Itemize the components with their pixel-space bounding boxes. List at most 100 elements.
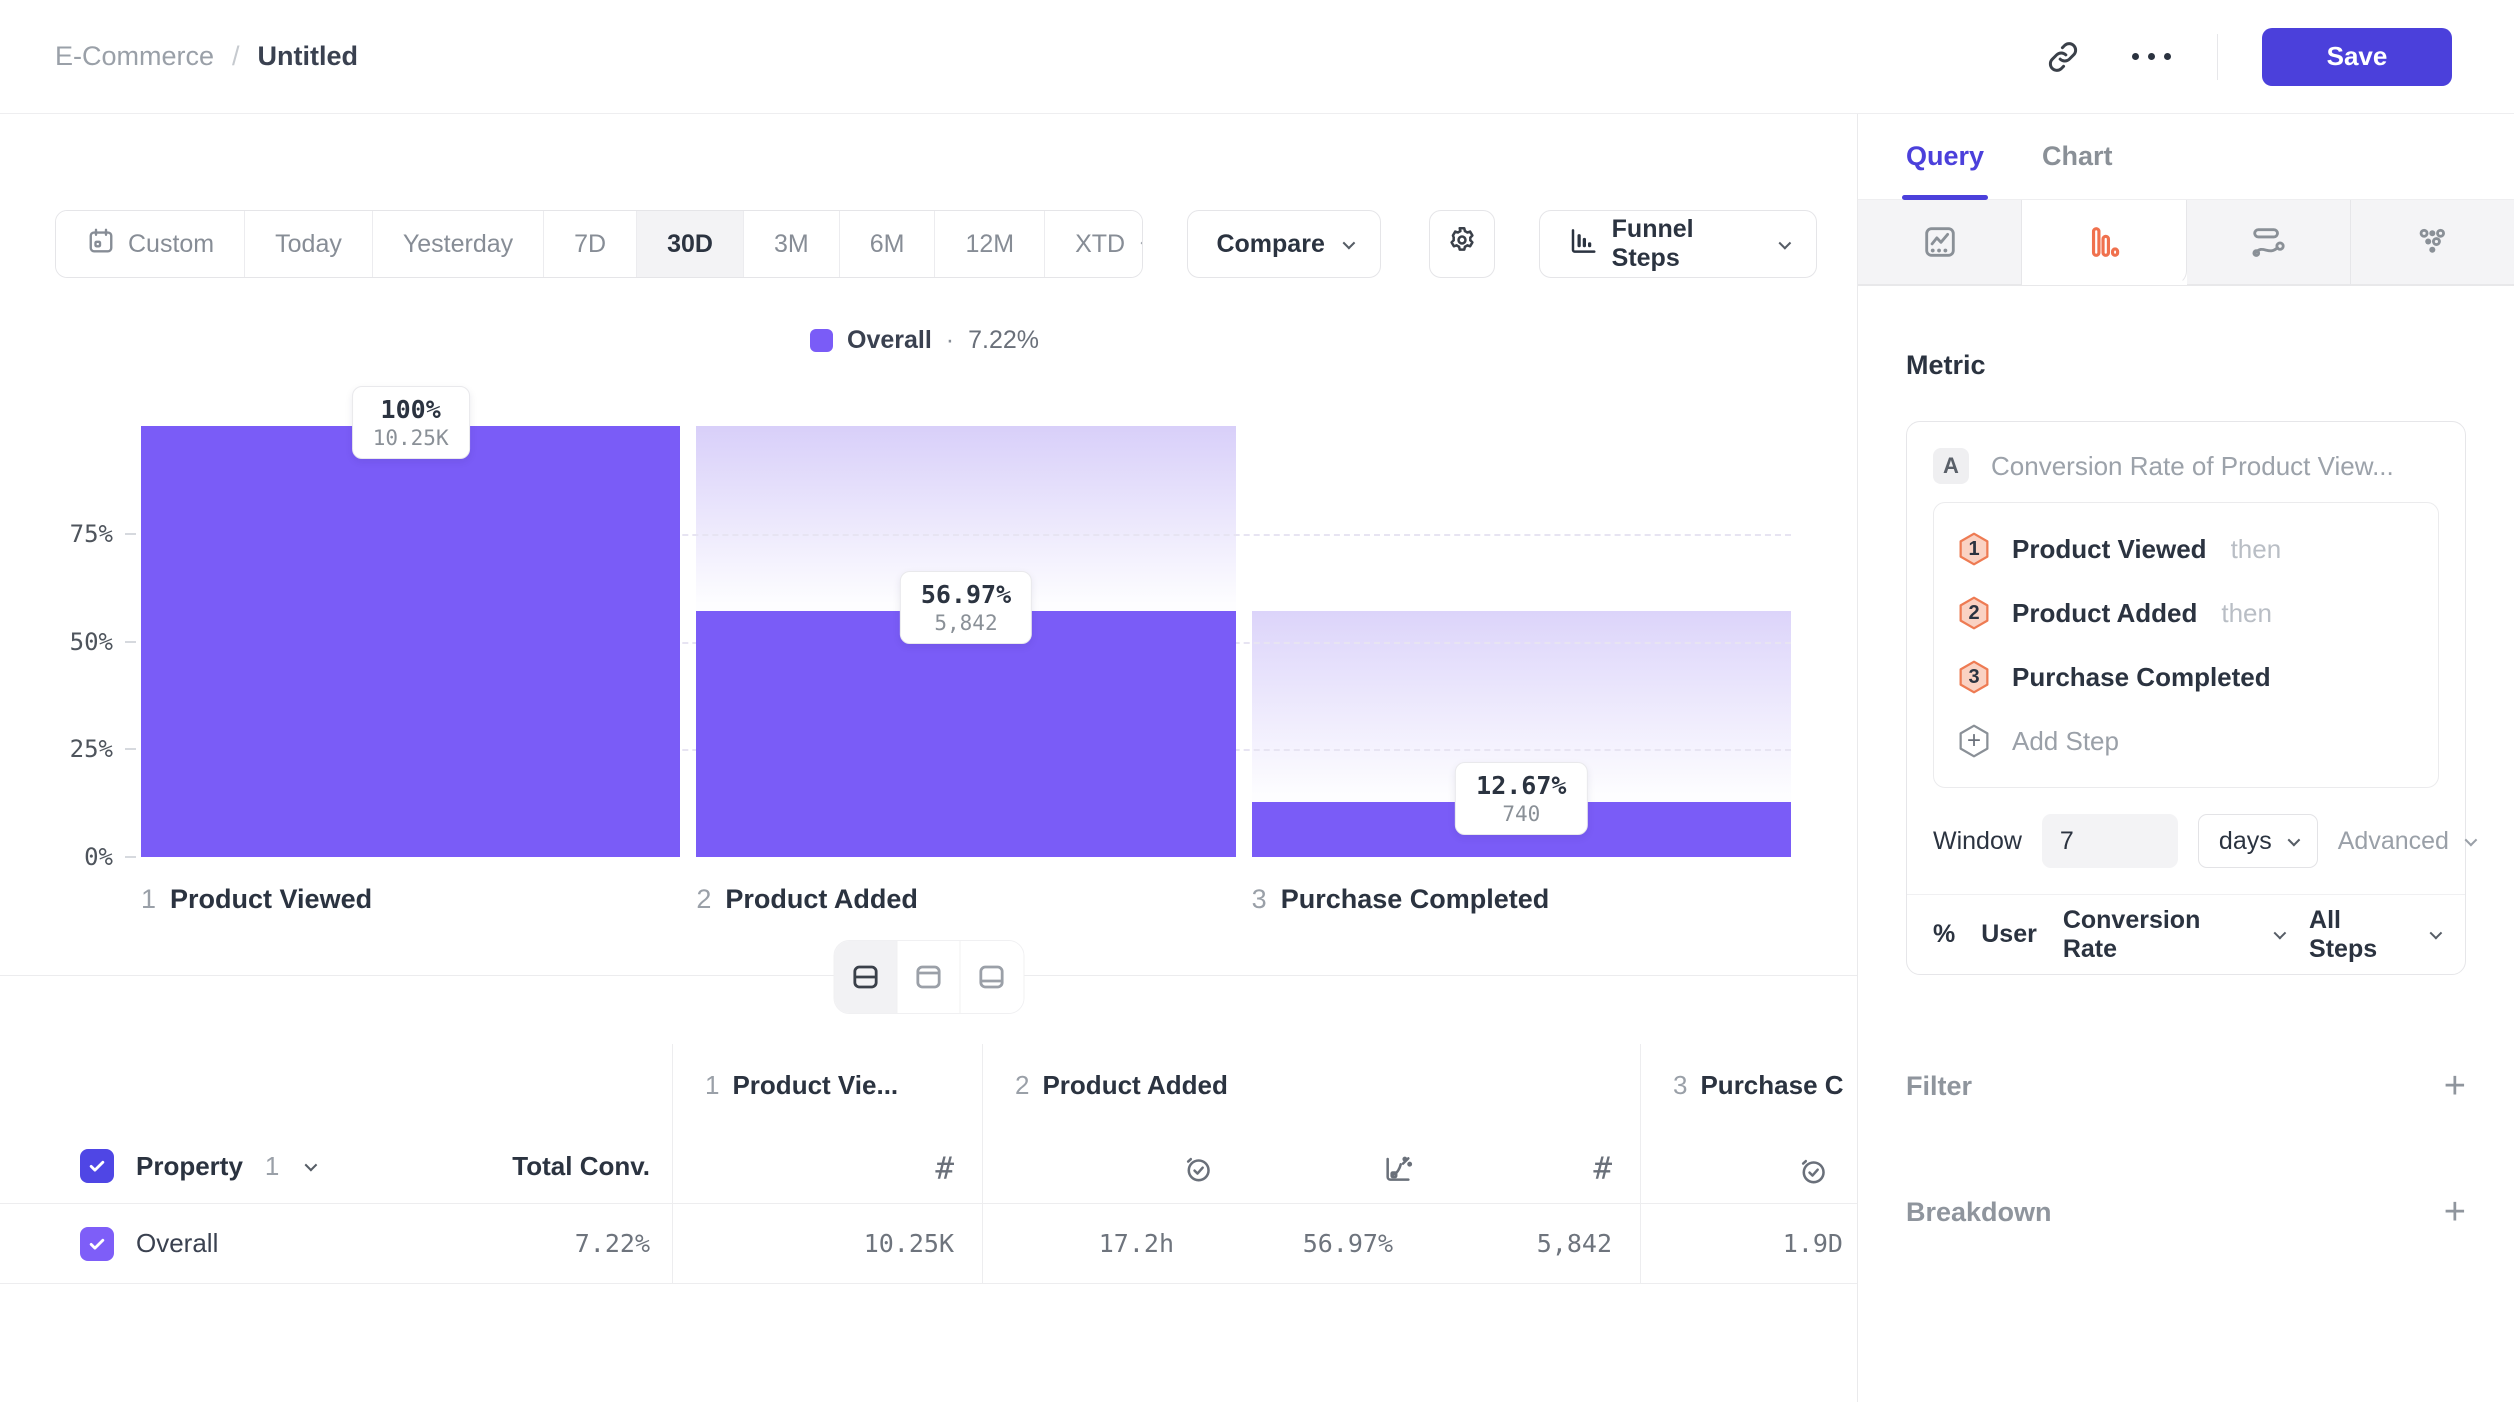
add-filter-button[interactable]: +: [2443, 1065, 2466, 1107]
x-label-step-3: 3 Purchase Completed: [1251, 884, 1550, 914]
total-conv-header[interactable]: Total Conv.: [512, 1150, 650, 1181]
query-step-1[interactable]: 1 Product Viewed then: [1956, 517, 2416, 581]
layout-split-view-icon[interactable]: [834, 941, 897, 1013]
y-tick-50: 50%: [69, 627, 113, 656]
gridline-75: [141, 533, 1791, 536]
more-options-icon[interactable]: [2129, 35, 2173, 79]
topbar-divider: [2217, 33, 2218, 80]
step3-time-value: 1.9D: [1782, 1229, 1843, 1258]
property-header-cell: Property 1 Total Conv.: [0, 1044, 672, 1203]
range-custom[interactable]: Custom: [56, 211, 246, 277]
gear-icon: [1446, 224, 1478, 264]
step-number-badge: 3: [1956, 659, 1992, 695]
layout-toggle-group: [833, 940, 1024, 1014]
chart-legend[interactable]: Overall · 7.22%: [0, 326, 1849, 355]
layout-table-view-icon[interactable]: [960, 941, 1023, 1013]
conversion-rate-icon[interactable]: [1214, 1151, 1413, 1187]
window-unit-select[interactable]: days: [2197, 814, 2318, 868]
property-label[interactable]: Property: [136, 1150, 243, 1181]
step2-count-value: 5,842: [1536, 1229, 1612, 1258]
filter-section: Filter +: [1906, 1067, 2466, 1105]
calendar-icon: [86, 226, 116, 263]
query-panel: Query Chart: [1857, 114, 2514, 1402]
count-icon[interactable]: #: [1593, 1151, 1612, 1187]
x-label-step-2: 2 Product Added: [696, 884, 918, 914]
chart-settings-button[interactable]: [1428, 210, 1495, 278]
row-label: Overall: [136, 1228, 219, 1258]
layout-chart-view-icon[interactable]: [897, 941, 960, 1013]
funnel-steps-button[interactable]: Funnel Steps: [1538, 210, 1817, 278]
topbar: E-Commerce / Untitled Save: [0, 0, 2514, 114]
chart-type-selector: [1858, 200, 2514, 286]
page-title[interactable]: Untitled: [257, 41, 359, 71]
range-3m[interactable]: 3M: [743, 211, 840, 277]
legend-swatch: [810, 329, 833, 352]
counting-method-button[interactable]: User: [1981, 920, 2037, 948]
save-button[interactable]: Save: [2262, 27, 2452, 86]
bar-value-badge: 12.67% 740: [1455, 762, 1588, 836]
compare-button[interactable]: Compare: [1187, 210, 1381, 278]
row-checkbox[interactable]: [80, 1226, 114, 1261]
metric-heading: Metric: [1906, 350, 1986, 380]
range-12m[interactable]: 12M: [935, 211, 1046, 277]
topbar-actions: Save: [2041, 27, 2452, 86]
series-badge: A: [1933, 448, 1969, 484]
time-to-convert-icon[interactable]: [1015, 1151, 1214, 1187]
date-range-segmented-control: Custom Today Yesterday 7D 30D 3M 6M 12M …: [55, 210, 1144, 278]
breakdown-section: Breakdown +: [1906, 1193, 2466, 1231]
column-header-step-1[interactable]: 1 Product Vie... #: [672, 1044, 982, 1203]
range-today[interactable]: Today: [245, 211, 373, 277]
chart-type-line-icon[interactable]: [1858, 200, 2023, 285]
series-name: Conversion Rate of Product View...: [1991, 450, 2394, 481]
window-label: Window: [1933, 826, 2022, 855]
tab-chart[interactable]: Chart: [2042, 141, 2113, 171]
funnel-bar-step-1[interactable]: 100% 10.25K: [141, 386, 681, 857]
add-step-button[interactable]: + Add Step: [1956, 709, 2416, 773]
bar-value-badge: 56.97% 5,842: [899, 571, 1033, 645]
funnel-bar-step-2[interactable]: 56.97% 5,842: [696, 426, 1236, 857]
advanced-toggle[interactable]: Advanced: [2338, 827, 2478, 856]
table-row-overall[interactable]: Overall 7.22% 10.25K 17.2h 56.97% 5,842 …: [0, 1204, 1857, 1284]
funnel-bars: 100% 10.25K 56.97% 5,842 12.: [141, 386, 1791, 857]
property-dropdown-caret[interactable]: [304, 1158, 318, 1171]
breadcrumb: E-Commerce / Untitled: [55, 41, 358, 72]
range-6m[interactable]: 6M: [839, 211, 936, 277]
count-icon[interactable]: #: [935, 1151, 954, 1187]
main-content: Custom Today Yesterday 7D 30D 3M 6M 12M …: [0, 114, 1857, 1402]
x-label-step-1: 1 Product Viewed: [141, 884, 373, 914]
table-header: Property 1 Total Conv. 1 Product Vie... #…: [0, 1044, 1857, 1204]
breadcrumb-separator: /: [232, 41, 240, 71]
range-yesterday[interactable]: Yesterday: [372, 211, 545, 277]
percent-format-button[interactable]: %: [1933, 920, 1956, 948]
results-table: Property 1 Total Conv. 1 Product Vie... #…: [0, 1044, 1857, 1284]
range-xtd[interactable]: XTD: [1045, 211, 1143, 277]
step-number-badge: 1: [1956, 531, 1992, 567]
chart-type-grid-icon[interactable]: [2350, 200, 2514, 285]
filter-label: Filter: [1906, 1070, 1973, 1101]
share-link-icon[interactable]: [2041, 35, 2085, 79]
range-7d[interactable]: 7D: [544, 211, 638, 277]
panel-tabs: Query Chart: [1858, 114, 2514, 200]
query-step-2[interactable]: 2 Product Added then: [1956, 581, 2416, 645]
metric-series-row[interactable]: A Conversion Rate of Product View...: [1907, 422, 2465, 502]
measure-select[interactable]: Conversion Rate: [2063, 906, 2287, 964]
range-30d[interactable]: 30D: [637, 211, 744, 277]
step1-count-value: 10.25K: [863, 1229, 954, 1258]
time-to-convert-icon[interactable]: [1673, 1155, 1829, 1187]
chart-type-journeys-icon[interactable]: [2186, 200, 2351, 285]
funnel-chart-icon: [1568, 226, 1598, 263]
conversion-window-row: Window days Advanced: [1907, 788, 2478, 894]
column-header-step-3[interactable]: 3 Purchase C: [1640, 1044, 1857, 1203]
chart-type-funnel-icon[interactable]: [2022, 200, 2187, 285]
query-step-3[interactable]: 3 Purchase Completed: [1956, 645, 2416, 709]
breadcrumb-parent[interactable]: E-Commerce: [55, 41, 215, 71]
tab-query[interactable]: Query: [1901, 114, 1989, 200]
y-tick-75: 75%: [69, 519, 113, 548]
select-all-checkbox[interactable]: [80, 1149, 114, 1183]
column-header-step-2[interactable]: 2 Product Added: [982, 1044, 1640, 1203]
y-tick-0: 0%: [84, 843, 113, 871]
add-breakdown-button[interactable]: +: [2443, 1191, 2466, 1233]
steps-scope-select[interactable]: All Steps: [2309, 906, 2443, 964]
window-value-input[interactable]: [2041, 814, 2178, 868]
